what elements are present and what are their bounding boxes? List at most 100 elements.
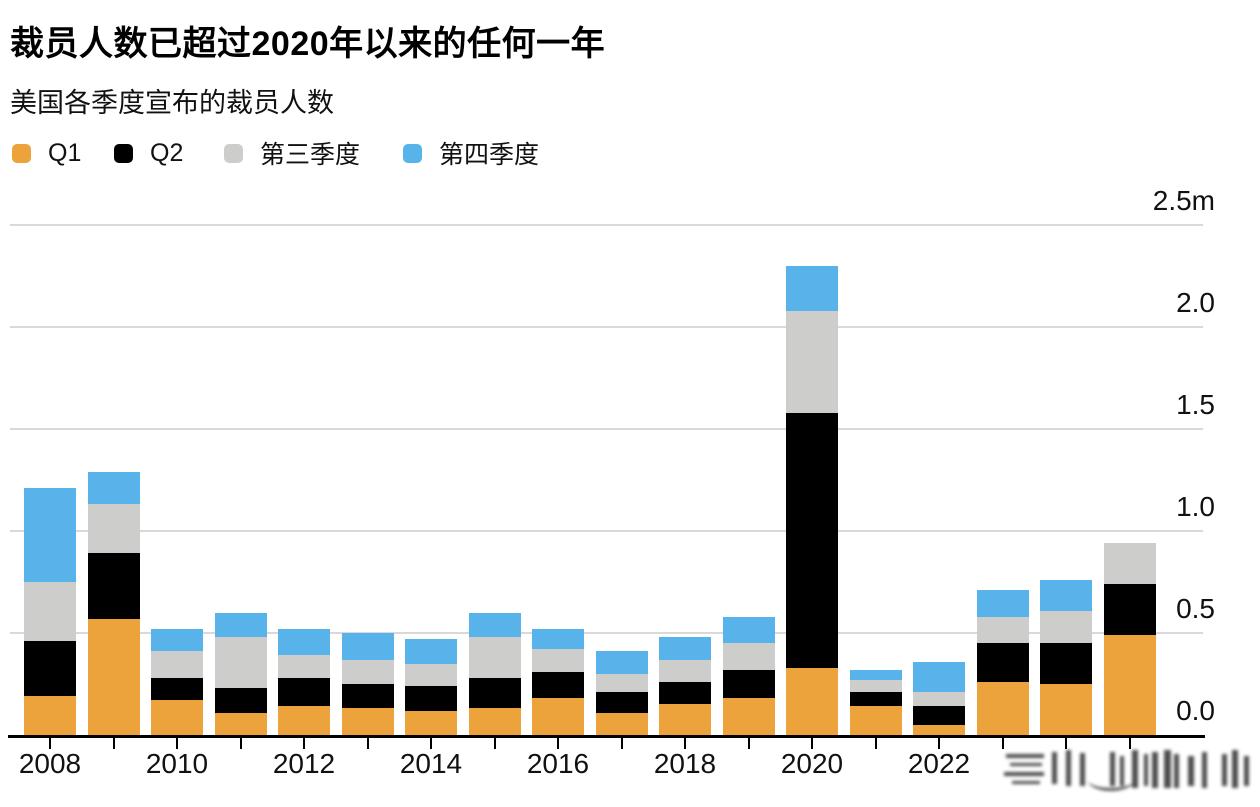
chart-subtitle: 美国各季度宣布的裁员人数	[10, 88, 334, 118]
bar-segment-2013-Q2	[341, 684, 394, 709]
bar-segment-2009-Q2	[87, 553, 140, 619]
bar-segment-2010-第三季度	[151, 651, 203, 678]
bar-segment-2024-Q2	[1040, 643, 1092, 684]
x-axis-tick	[1065, 737, 1067, 749]
bar-segment-2018-第四季度	[659, 637, 711, 660]
x-axis-tick	[303, 737, 305, 749]
watermark-stroke	[1202, 752, 1207, 788]
bar-segment-2014-Q1	[405, 710, 457, 735]
bar-segment-2018-Q2	[659, 681, 711, 705]
bar-segment-2008-Q1	[24, 696, 76, 735]
bar-segment-2010-Q2	[151, 677, 203, 701]
y-axis-tick-label: 2.5m	[1152, 185, 1215, 216]
x-axis-label-2014: 2014	[399, 748, 463, 779]
bar-segment-2017-第四季度	[595, 651, 648, 674]
bar-segment-2008-Q2	[24, 641, 76, 697]
bar-segment-2019-第四季度	[722, 616, 775, 644]
bar-segment-2011-Q1	[214, 712, 267, 735]
y-axis-tick-label: 1.0	[1176, 491, 1215, 522]
legend-swatch-icon	[224, 143, 243, 163]
bar-segment-2025-Q2	[1103, 584, 1156, 636]
x-axis-tick	[620, 737, 623, 749]
x-axis-tick	[493, 737, 496, 749]
legend-item-label: 第四季度	[439, 141, 540, 169]
x-axis-tick	[239, 737, 242, 749]
legend-item-4: 第四季度	[403, 138, 540, 169]
bar-segment-2018-Q1	[659, 704, 711, 735]
y-axis-tick-label: 0.5	[1176, 593, 1215, 624]
y-axis-tick-label: 1.5	[1176, 389, 1215, 420]
x-axis-tick	[874, 737, 877, 749]
y-axis-tick-label: 2.0	[1176, 287, 1215, 318]
bar-segment-2019-Q2	[722, 669, 775, 699]
watermark-stroke	[1110, 752, 1115, 786]
x-axis-tick	[49, 737, 51, 749]
chart-title: 裁员人数已超过2020年以来的任何一年	[10, 25, 606, 63]
bar-segment-2022-Q1	[913, 724, 965, 735]
gridline	[10, 428, 1203, 430]
legend-item-label: Q1	[48, 138, 82, 167]
x-axis-tick	[684, 737, 686, 749]
watermark-stroke	[1010, 763, 1042, 766]
bar-segment-2010-Q1	[151, 700, 203, 735]
bar-segment-2012-第三季度	[278, 655, 330, 678]
bar-segment-2014-Q2	[405, 686, 457, 711]
x-axis-tick	[938, 737, 940, 749]
legend-swatch-icon	[403, 143, 422, 163]
x-axis-tick	[430, 737, 432, 749]
bar-segment-2011-第四季度	[214, 612, 267, 638]
watermark-stroke	[1152, 752, 1158, 788]
bar-segment-2011-第三季度	[214, 637, 267, 689]
watermark-stroke	[1012, 781, 1040, 784]
gridline	[10, 326, 1203, 328]
legend-swatch-icon	[114, 143, 133, 163]
x-axis-tick	[1001, 737, 1004, 749]
bar-segment-2015-第四季度	[468, 612, 521, 638]
watermark-curve	[1088, 770, 1134, 791]
x-axis-label-2010: 2010	[145, 748, 209, 779]
x-axis-label-2012: 2012	[272, 748, 336, 779]
bar-segment-2015-第三季度	[468, 637, 521, 678]
bar-segment-2017-Q2	[595, 692, 648, 713]
bar-segment-2020-Q1	[786, 667, 838, 735]
watermark-stroke	[1222, 754, 1227, 786]
bar-segment-2009-Q1	[87, 618, 140, 735]
bar-segment-2008-第四季度	[24, 488, 76, 582]
bar-segment-2020-第四季度	[786, 265, 838, 311]
bar-segment-2011-Q2	[214, 688, 267, 713]
x-axis-label-2020: 2020	[780, 748, 844, 779]
x-axis-label-2018: 2018	[653, 748, 717, 779]
y-axis-tick-label: 0.0	[1176, 695, 1215, 726]
legend-swatch-icon	[12, 143, 31, 163]
legend-item-3: 第三季度	[224, 138, 361, 169]
x-axis-tick	[557, 737, 559, 749]
bar-segment-2022-第三季度	[913, 692, 965, 707]
x-axis-label-2008: 2008	[18, 748, 82, 779]
legend-item-label: 第三季度	[260, 141, 361, 169]
x-axis-tick	[747, 737, 750, 749]
watermark-blurred	[940, 742, 1255, 797]
bar-segment-2021-Q2	[849, 692, 902, 707]
bar-segment-2024-第三季度	[1040, 610, 1092, 644]
bar-segment-2024-第四季度	[1040, 579, 1092, 611]
bar-segment-2014-第四季度	[405, 639, 457, 664]
bar-segment-2013-Q1	[341, 708, 394, 735]
bar-segment-2016-Q2	[532, 671, 584, 699]
bar-segment-2008-第三季度	[24, 582, 76, 642]
watermark-stroke	[1066, 750, 1071, 786]
watermark-stroke	[1232, 750, 1238, 788]
bar-segment-2015-Q2	[468, 677, 521, 709]
bar-segment-2016-第四季度	[532, 628, 584, 650]
bar-segment-2012-Q1	[278, 706, 330, 735]
bar-segment-2012-Q2	[278, 677, 330, 707]
bar-segment-2022-第四季度	[913, 661, 965, 693]
bar-segment-2021-第四季度	[849, 669, 902, 680]
watermark-stroke	[1244, 756, 1249, 786]
x-axis-tick	[1128, 737, 1131, 749]
bar-segment-2016-Q1	[532, 698, 584, 735]
bar-segment-2009-第三季度	[87, 504, 140, 554]
bar-segment-2019-Q1	[722, 698, 775, 735]
gridline	[10, 530, 1203, 532]
legend-item-label: Q2	[150, 138, 184, 167]
